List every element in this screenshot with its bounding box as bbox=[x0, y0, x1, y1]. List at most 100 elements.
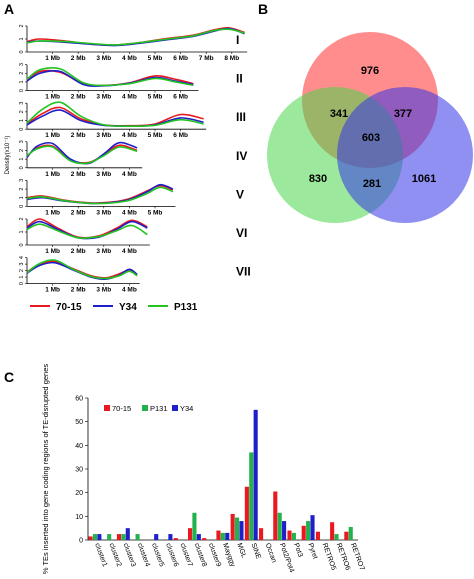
x-tick-label: 2 Mb bbox=[71, 94, 86, 101]
chromosome-plot-IV: 0 1 2 3 1 Mb 2 Mb 3 Mb 4 Mb IV bbox=[19, 140, 247, 178]
y-tick-label: 0 bbox=[19, 282, 25, 285]
density-line-p131 bbox=[26, 67, 194, 87]
x-tick-label: 4 Mb bbox=[122, 55, 137, 62]
density-panel: 70-15 Y34 P131 Density(x10⁻¹) 0 1 2 1 Mb 2 Mb… bbox=[5, 24, 251, 313]
x-tick-label: 1 Mb bbox=[45, 132, 60, 139]
y-tick-label: 2 bbox=[19, 24, 25, 27]
bar-70-15 bbox=[273, 491, 278, 540]
density-line-y34 bbox=[26, 261, 138, 280]
bar-70-15 bbox=[202, 538, 207, 540]
bar-y34 bbox=[253, 409, 258, 540]
x-tick-label: 1 Mb bbox=[45, 55, 60, 62]
density-line-70-15 bbox=[26, 144, 138, 164]
bar-p131 bbox=[277, 512, 282, 540]
bar-p131 bbox=[334, 534, 339, 540]
bar-p131 bbox=[220, 532, 225, 540]
y-tick-label: 1 bbox=[19, 158, 25, 161]
venn-value-y34-only: 1061 bbox=[412, 173, 436, 185]
category-label: Pot3 bbox=[292, 542, 304, 558]
x-tick-label: 2 Mb bbox=[71, 171, 86, 178]
panel-letter-b: B bbox=[258, 1, 268, 17]
category-label: cluster2 bbox=[107, 542, 122, 568]
chromosome-label: II bbox=[236, 72, 243, 86]
category-label: cluster5 bbox=[150, 542, 165, 568]
density-line-y34 bbox=[26, 69, 194, 87]
chromosome-plot-VI: 0 1 2 1 Mb 2 Mb 3 Mb 4 Mb VI bbox=[19, 217, 247, 255]
category-label: Occan bbox=[264, 542, 278, 564]
bar-p131 bbox=[306, 521, 311, 540]
x-tick-label: 5 Mb bbox=[148, 132, 163, 139]
category-label: cluster7 bbox=[178, 542, 193, 568]
category-label: cluster1 bbox=[93, 542, 108, 568]
x-tick-label: 5 Mb bbox=[148, 209, 163, 216]
y-tick-label: 0 bbox=[19, 205, 25, 208]
chromosome-plot-I: 0 1 2 1 Mb 2 Mb 3 Mb 4 Mb 5 Mb 6 Mb 7 Mb 8 Mb I bbox=[19, 24, 248, 62]
density-line-y34 bbox=[26, 220, 148, 240]
bar-70-15 bbox=[259, 528, 264, 540]
category-label: MGL bbox=[235, 542, 247, 559]
bar-y-tick-label: 60 bbox=[75, 396, 83, 403]
bar-y-tick-label: 30 bbox=[75, 467, 83, 474]
x-tick-label: 6 Mb bbox=[173, 94, 188, 101]
bar-y34 bbox=[282, 521, 287, 540]
bar-y34 bbox=[125, 528, 130, 540]
chromosome-plot-III: 0 1 2 3 1 Mb 2 Mb 3 Mb 4 Mb 5 Mb 6 Mb III bbox=[19, 101, 246, 139]
x-tick-label: 3 Mb bbox=[96, 94, 111, 101]
x-tick-label: 4 Mb bbox=[122, 171, 137, 178]
x-tick-label: 1 Mb bbox=[45, 209, 60, 216]
venn-value-p131-y34: 281 bbox=[363, 178, 381, 190]
bar-p131 bbox=[135, 534, 140, 540]
bar-y34 bbox=[225, 532, 230, 540]
bar-70-15 bbox=[116, 534, 122, 540]
chromosome-label: III bbox=[236, 110, 246, 124]
x-tick-label: 8 Mb bbox=[224, 55, 239, 62]
x-tick-label: 4 Mb bbox=[122, 209, 137, 216]
y-tick-label: 3 bbox=[19, 263, 25, 266]
bar-p131 bbox=[192, 512, 197, 540]
x-tick-label: 4 Mb bbox=[122, 287, 137, 294]
chromosome-plot-VII: 0 1 2 3 4 1 Mb 2 Mb 3 Mb 4 Mb VII bbox=[19, 256, 251, 294]
bar-y34 bbox=[97, 534, 102, 540]
y-tick-label: 1 bbox=[19, 80, 25, 83]
venn-circle-y34 bbox=[337, 87, 473, 223]
y-tick-label: 0 bbox=[19, 89, 25, 92]
bar-70-15 bbox=[244, 486, 249, 540]
density-line-y34 bbox=[26, 109, 204, 128]
chromosome-label: VII bbox=[236, 265, 251, 279]
y-tick-label: 1 bbox=[19, 230, 25, 233]
bar-70-15 bbox=[230, 513, 235, 540]
x-tick-label: 1 Mb bbox=[45, 94, 60, 101]
bar-p131 bbox=[121, 534, 126, 540]
y-tick-label: 2 bbox=[19, 269, 25, 272]
x-tick-label: 2 Mb bbox=[71, 209, 86, 216]
bar-y-tick-label: 0 bbox=[79, 538, 83, 545]
y-tick-label: 0 bbox=[19, 166, 25, 169]
density-line-y34 bbox=[26, 183, 174, 205]
venn-diagram: 976 830 1061 341 377 281 603 bbox=[267, 32, 473, 223]
bar-70-15 bbox=[173, 538, 178, 540]
bar-p131 bbox=[92, 534, 98, 540]
category-label: RETRO7 bbox=[349, 542, 365, 571]
x-tick-label: 6 Mb bbox=[173, 132, 188, 139]
legend-swatch-y34 bbox=[172, 405, 178, 411]
category-label: cluster8 bbox=[193, 542, 208, 568]
legend-swatch-70-15 bbox=[104, 405, 110, 411]
x-tick-label: 1 Mb bbox=[45, 248, 60, 255]
category-label: Pot2/Pot4 bbox=[278, 542, 295, 573]
bar-chart: 0 10 20 30 40 50 60 % TEs inserted into gene co… bbox=[41, 364, 365, 575]
y-tick-label: 3 bbox=[19, 179, 25, 182]
legend-label-y34: Y34 bbox=[180, 404, 193, 413]
bar-70-15 bbox=[330, 522, 335, 540]
bar-y-tick-label: 40 bbox=[75, 443, 83, 450]
x-tick-label: 1 Mb bbox=[45, 287, 60, 294]
y-tick-label: 1 bbox=[19, 119, 25, 122]
category-label: Pyret bbox=[306, 542, 318, 560]
bar-y-tick-label: 20 bbox=[75, 490, 83, 497]
bar-y34 bbox=[310, 515, 315, 540]
density-line-p131 bbox=[26, 101, 204, 128]
x-tick-label: 3 Mb bbox=[96, 248, 111, 255]
venn-value-p131-only: 830 bbox=[309, 173, 327, 185]
y-tick-label: 3 bbox=[19, 102, 25, 105]
category-label: RETRO6 bbox=[335, 542, 351, 571]
